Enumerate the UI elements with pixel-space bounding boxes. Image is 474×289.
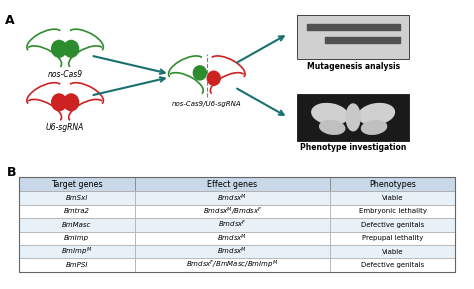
Text: Bmdsx$^M$: Bmdsx$^M$ xyxy=(218,246,247,257)
Text: Bmdsx$^M$: Bmdsx$^M$ xyxy=(218,192,247,204)
FancyBboxPatch shape xyxy=(135,231,330,245)
Text: U6-sgRNA: U6-sgRNA xyxy=(46,123,84,132)
Text: Bmdsx$^F$: Bmdsx$^F$ xyxy=(218,219,247,231)
Text: B: B xyxy=(7,166,17,179)
FancyBboxPatch shape xyxy=(135,245,330,258)
FancyBboxPatch shape xyxy=(297,94,409,141)
FancyBboxPatch shape xyxy=(330,177,456,191)
Text: BmMasc: BmMasc xyxy=(62,222,91,228)
FancyBboxPatch shape xyxy=(330,191,456,205)
FancyArrowPatch shape xyxy=(237,36,283,62)
FancyBboxPatch shape xyxy=(135,191,330,205)
FancyBboxPatch shape xyxy=(330,205,456,218)
FancyBboxPatch shape xyxy=(330,258,456,272)
Text: Effect genes: Effect genes xyxy=(207,179,257,189)
Ellipse shape xyxy=(64,94,79,111)
Ellipse shape xyxy=(362,121,387,134)
FancyBboxPatch shape xyxy=(18,177,135,191)
Ellipse shape xyxy=(207,71,220,85)
Text: Prepupal lethality: Prepupal lethality xyxy=(362,235,423,241)
Ellipse shape xyxy=(52,94,66,111)
Text: BmSxl: BmSxl xyxy=(65,195,88,201)
Ellipse shape xyxy=(358,103,394,125)
Text: Mutagenesis analysis: Mutagenesis analysis xyxy=(307,62,400,71)
FancyBboxPatch shape xyxy=(330,231,456,245)
Text: Defective genitals: Defective genitals xyxy=(361,262,424,268)
Text: Bmdsx$^M$: Bmdsx$^M$ xyxy=(218,233,247,244)
Ellipse shape xyxy=(193,66,206,80)
Text: Viable: Viable xyxy=(382,195,403,201)
FancyBboxPatch shape xyxy=(18,231,135,245)
Text: Phenotypes: Phenotypes xyxy=(369,179,416,189)
Ellipse shape xyxy=(346,104,360,131)
Text: Bmtra2: Bmtra2 xyxy=(64,208,90,214)
Text: Bmdsx$^F$/BmMasc/BmImp$^M$: Bmdsx$^F$/BmMasc/BmImp$^M$ xyxy=(186,259,278,271)
Text: BmPSI: BmPSI xyxy=(65,262,88,268)
Ellipse shape xyxy=(64,40,79,57)
FancyBboxPatch shape xyxy=(135,258,330,272)
FancyBboxPatch shape xyxy=(18,245,135,258)
FancyArrowPatch shape xyxy=(93,56,164,74)
Text: nos-Cas9: nos-Cas9 xyxy=(47,70,82,79)
Ellipse shape xyxy=(312,103,348,125)
Text: nos-Cas9/U6-sgRNA: nos-Cas9/U6-sgRNA xyxy=(172,101,242,107)
Text: Viable: Viable xyxy=(382,249,403,255)
FancyBboxPatch shape xyxy=(18,258,135,272)
Text: BmImp: BmImp xyxy=(64,235,89,241)
FancyBboxPatch shape xyxy=(135,218,330,231)
FancyBboxPatch shape xyxy=(297,15,409,59)
Ellipse shape xyxy=(52,40,66,57)
FancyBboxPatch shape xyxy=(18,218,135,231)
FancyBboxPatch shape xyxy=(330,245,456,258)
Text: BmImp$^M$: BmImp$^M$ xyxy=(61,245,92,258)
Text: Embryonic lethality: Embryonic lethality xyxy=(359,208,427,214)
FancyBboxPatch shape xyxy=(330,218,456,231)
Text: Phenotype investigation: Phenotype investigation xyxy=(300,143,406,153)
Text: Defective genitals: Defective genitals xyxy=(361,222,424,228)
Ellipse shape xyxy=(319,121,345,134)
FancyBboxPatch shape xyxy=(18,191,135,205)
FancyArrowPatch shape xyxy=(237,89,283,115)
Text: A: A xyxy=(5,14,14,27)
Text: Bmdsx$^M$/Bmdsx$^F$: Bmdsx$^M$/Bmdsx$^F$ xyxy=(202,205,262,218)
FancyBboxPatch shape xyxy=(135,205,330,218)
FancyBboxPatch shape xyxy=(18,205,135,218)
FancyArrowPatch shape xyxy=(93,77,164,95)
FancyBboxPatch shape xyxy=(135,177,330,191)
Text: Target genes: Target genes xyxy=(51,179,102,189)
